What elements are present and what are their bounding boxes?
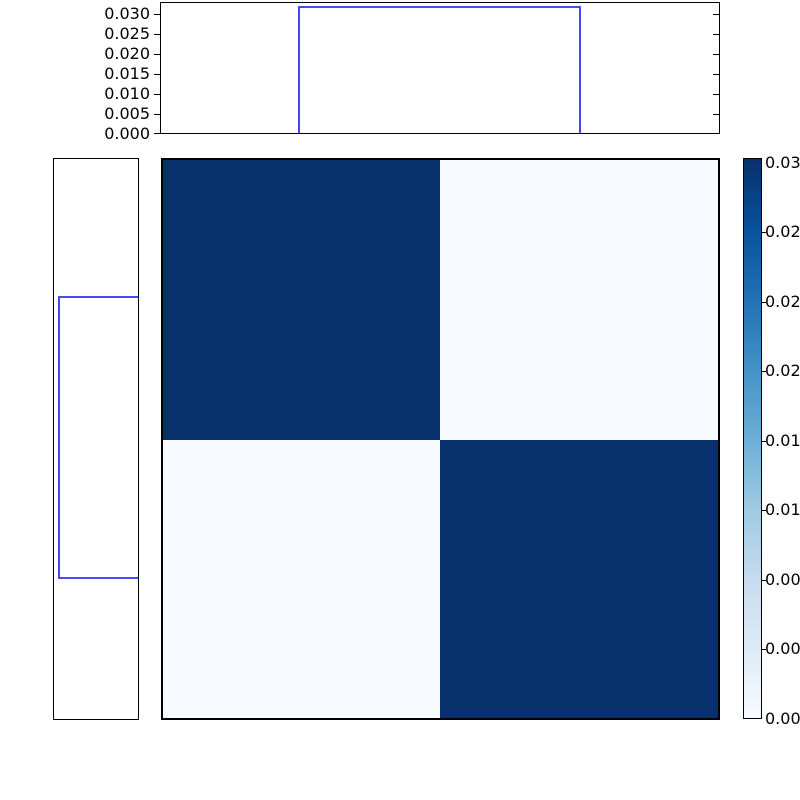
top-marginal-panel	[160, 2, 720, 134]
colorbar-tick-label: 0.00	[765, 639, 800, 658]
heatmap-cell-r1c1	[440, 440, 718, 718]
tick-mark	[154, 14, 160, 15]
tick-mark	[762, 441, 766, 442]
ytick-label: 0.025	[104, 24, 150, 43]
joint-heatmap	[161, 158, 720, 720]
colorbar-tick-label: 0.02	[765, 292, 800, 311]
tick-mark	[713, 74, 719, 75]
tick-mark	[154, 54, 160, 55]
heatmap-cell-r0c1	[440, 160, 718, 440]
colorbar-tick-label: 0.00	[765, 709, 800, 728]
colorbar-tick-label: 0.03	[765, 153, 800, 172]
tick-mark	[762, 649, 766, 650]
colorbar-tick-label: 0.02	[765, 361, 800, 380]
ytick-label: 0.020	[104, 44, 150, 63]
tick-mark	[713, 114, 719, 115]
tick-mark	[154, 114, 160, 115]
colorbar-tick-label: 0.00	[765, 570, 800, 589]
colorbar	[743, 158, 762, 719]
tick-mark	[762, 371, 766, 372]
tick-mark	[713, 34, 719, 35]
ytick-label: 0.015	[104, 64, 150, 83]
ytick-label: 0.005	[104, 104, 150, 123]
colorbar-tick-label: 0.01	[765, 500, 800, 519]
ytick-label: 0.000	[104, 124, 150, 143]
tick-mark	[713, 54, 719, 55]
heatmap-cell-r1c0	[163, 440, 440, 718]
tick-mark	[762, 510, 766, 511]
tick-mark	[154, 133, 160, 134]
tick-mark	[154, 94, 160, 95]
ytick-label: 0.030	[104, 4, 150, 23]
colorbar-tick-label: 0.02	[765, 222, 800, 241]
heatmap-cell-r0c0	[163, 160, 440, 440]
colorbar-tick-label: 0.01	[765, 431, 800, 450]
tick-mark	[713, 14, 719, 15]
tick-mark	[762, 580, 766, 581]
tick-mark	[154, 74, 160, 75]
tick-mark	[154, 34, 160, 35]
tick-mark	[713, 94, 719, 95]
ytick-label: 0.010	[104, 84, 150, 103]
tick-mark	[762, 302, 766, 303]
tick-mark	[762, 232, 766, 233]
left-marginal-panel	[53, 158, 139, 720]
